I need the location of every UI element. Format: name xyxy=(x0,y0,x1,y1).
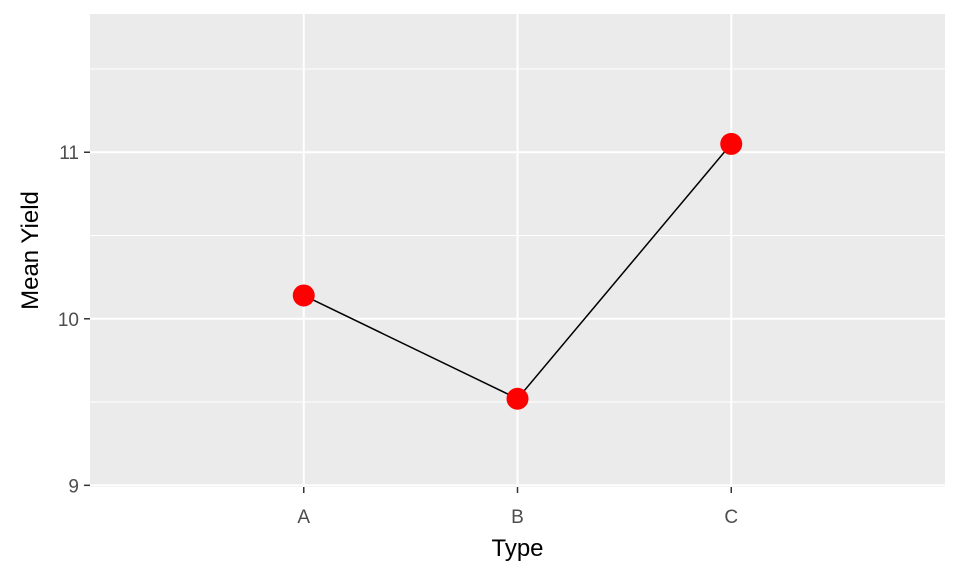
data-point-b xyxy=(506,387,529,410)
x-axis-title: Type xyxy=(491,535,543,562)
y-tick-label: 11 xyxy=(59,143,79,164)
y-tick-label: 10 xyxy=(58,310,79,331)
x-tick-label: C xyxy=(724,507,738,528)
x-tick-label: B xyxy=(511,507,524,528)
data-point-a xyxy=(292,284,315,307)
axes: 9 10 11 A B C xyxy=(58,143,738,528)
data-point-c xyxy=(720,132,743,155)
series-mean-yield xyxy=(292,132,743,410)
y-axis-title: Mean Yield xyxy=(17,191,44,310)
major-gridlines xyxy=(90,14,945,487)
x-tick-label: A xyxy=(297,507,310,528)
y-tick-label: 9 xyxy=(68,476,79,497)
